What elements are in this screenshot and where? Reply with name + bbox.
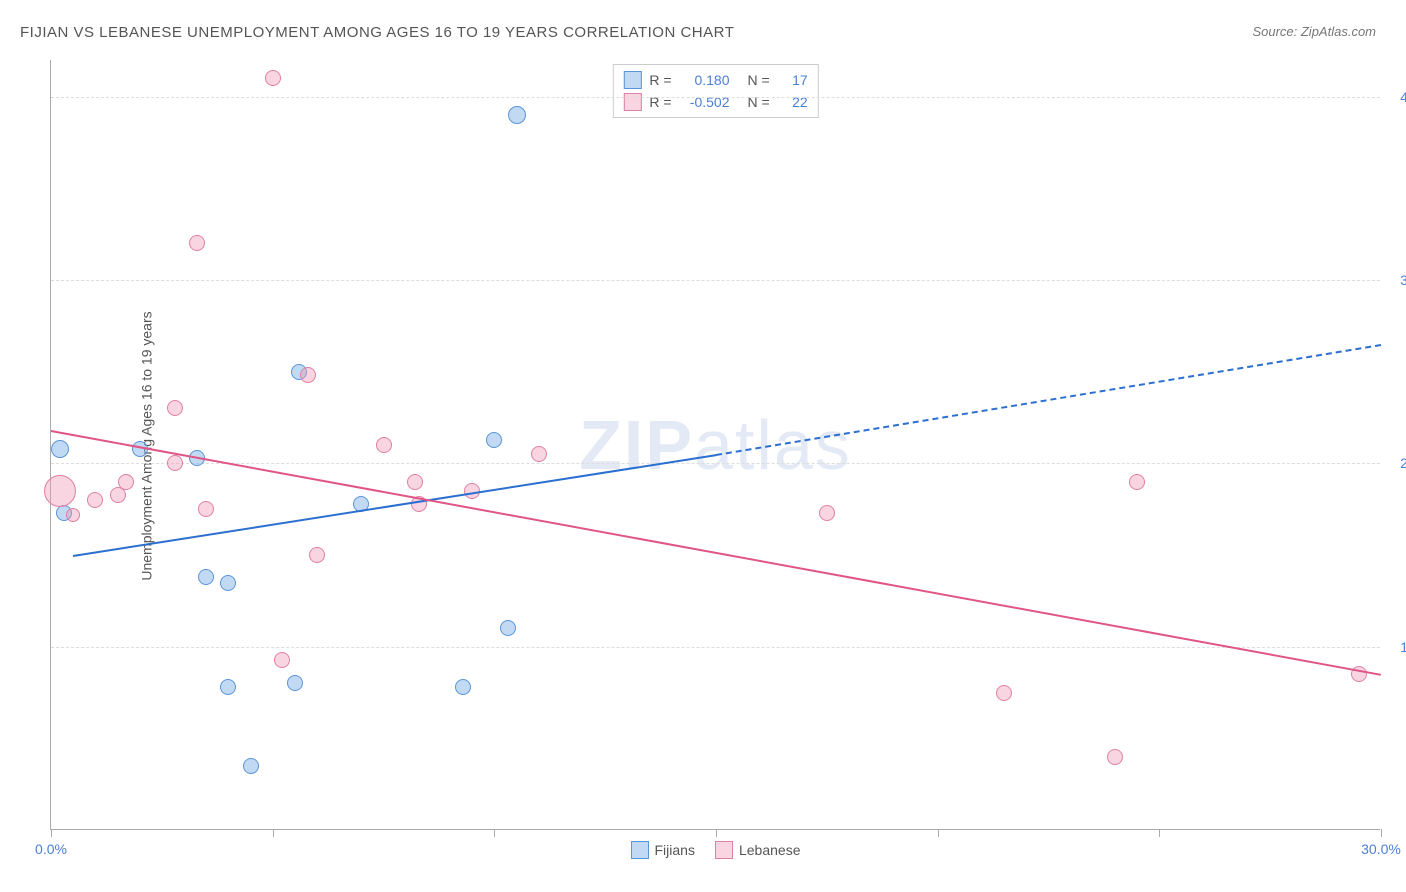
ytick-label: 40.0% <box>1385 89 1406 105</box>
gridline <box>51 463 1380 464</box>
ytick-label: 10.0% <box>1385 639 1406 655</box>
legend-label: Lebanese <box>739 842 801 858</box>
gridline <box>51 97 1380 98</box>
gridline <box>51 647 1380 648</box>
data-point <box>1107 749 1123 765</box>
data-point <box>198 501 214 517</box>
data-point <box>300 367 316 383</box>
data-point <box>500 620 516 636</box>
data-point <box>309 547 325 563</box>
xtick <box>716 829 717 837</box>
data-point <box>265 70 281 86</box>
gridline <box>51 280 1380 281</box>
data-point <box>220 575 236 591</box>
data-point <box>66 508 80 522</box>
watermark: ZIPatlas <box>579 405 852 485</box>
data-point <box>167 400 183 416</box>
legend-item: Fijians <box>631 841 695 859</box>
data-point <box>376 437 392 453</box>
ytick-label: 30.0% <box>1385 272 1406 288</box>
xtick <box>51 829 52 837</box>
r-value: 0.180 <box>680 72 730 88</box>
xtick <box>1381 829 1382 837</box>
data-point <box>819 505 835 521</box>
legend-swatch <box>623 71 641 89</box>
data-point <box>51 440 69 458</box>
data-point <box>531 446 547 462</box>
data-point <box>118 474 134 490</box>
data-point <box>287 675 303 691</box>
data-point <box>455 679 471 695</box>
data-point <box>274 652 290 668</box>
data-point <box>407 474 423 490</box>
legend-item: Lebanese <box>715 841 801 859</box>
data-point <box>44 475 76 507</box>
data-point <box>167 455 183 471</box>
n-value: 17 <box>778 72 808 88</box>
xtick-label: 0.0% <box>35 841 67 857</box>
xtick <box>494 829 495 837</box>
trendline <box>51 430 1381 676</box>
n-label: N = <box>748 72 770 88</box>
legend-row: R =-0.502N =22 <box>623 91 807 113</box>
data-point <box>220 679 236 695</box>
data-point <box>198 569 214 585</box>
data-point <box>87 492 103 508</box>
data-point <box>508 106 526 124</box>
xtick-label: 30.0% <box>1361 841 1401 857</box>
r-label: R = <box>649 72 671 88</box>
xtick <box>273 829 274 837</box>
data-point <box>996 685 1012 701</box>
xtick <box>1159 829 1160 837</box>
correlation-legend: R = 0.180 N = 17 R =-0.502N =22 <box>612 64 818 118</box>
data-point <box>243 758 259 774</box>
legend-swatch <box>631 841 649 859</box>
ytick-label: 20.0% <box>1385 455 1406 471</box>
data-point <box>189 235 205 251</box>
legend-label: Fijians <box>655 842 695 858</box>
series-legend: Fijians Lebanese <box>631 841 801 859</box>
trendline <box>716 344 1381 456</box>
xtick <box>938 829 939 837</box>
data-point <box>486 432 502 448</box>
scatter-plot: ZIPatlas R =0.180N =17R =-0.502N =22 Fij… <box>50 60 1380 830</box>
data-point <box>1129 474 1145 490</box>
chart-title: FIJIAN VS LEBANESE UNEMPLOYMENT AMONG AG… <box>20 24 734 41</box>
legend-swatch <box>715 841 733 859</box>
legend-row: R = 0.180 N = 17 <box>623 69 807 91</box>
source-attribution: Source: ZipAtlas.com <box>1252 24 1376 39</box>
